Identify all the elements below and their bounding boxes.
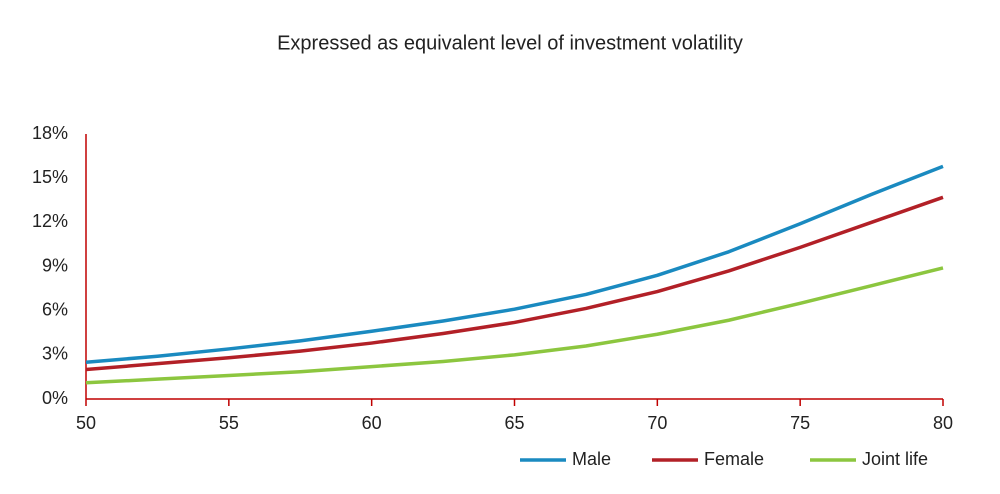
legend-label: Joint life (862, 449, 928, 469)
legend-label: Female (704, 449, 764, 469)
y-tick-label: 18% (32, 123, 68, 143)
y-tick-label: 12% (32, 211, 68, 231)
x-tick-label: 70 (647, 413, 667, 433)
series-line (85, 195, 944, 372)
series-line (85, 164, 944, 364)
x-tick-label: 80 (933, 413, 953, 433)
chart-title: Expressed as equivalent level of investm… (277, 32, 743, 54)
x-tick-label: 60 (362, 413, 382, 433)
x-tick-label: 55 (219, 413, 239, 433)
x-tick-label: 75 (790, 413, 810, 433)
y-tick-label: 0% (42, 388, 68, 408)
x-tick-label: 65 (504, 413, 524, 433)
y-tick-label: 6% (42, 299, 68, 319)
series-line (85, 266, 944, 385)
y-tick-label: 9% (42, 255, 68, 275)
legend-label: Male (572, 449, 611, 469)
y-tick-label: 15% (32, 167, 68, 187)
y-tick-label: 3% (42, 344, 68, 364)
x-tick-label: 50 (76, 413, 96, 433)
